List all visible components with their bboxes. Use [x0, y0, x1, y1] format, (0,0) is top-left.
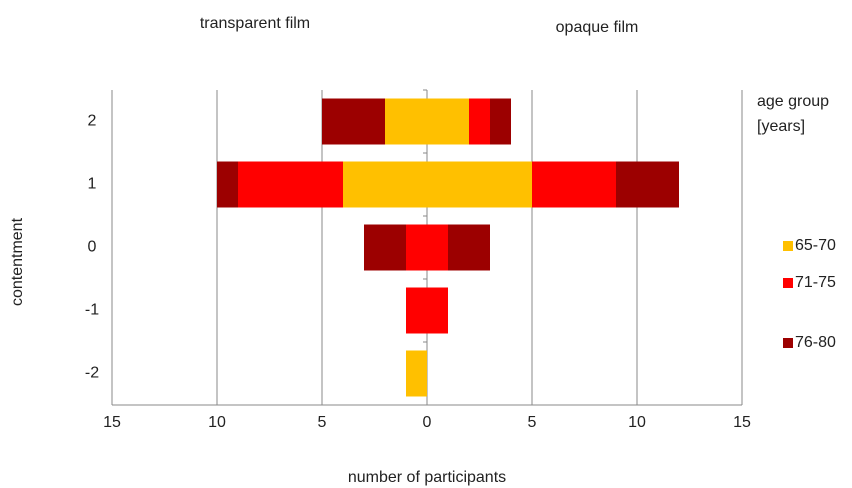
y-tick-label: 1: [88, 176, 97, 193]
bar: [406, 350, 427, 397]
bar: [616, 161, 679, 208]
x-axis-title: number of participants: [348, 469, 506, 486]
bar: [364, 224, 406, 271]
x-tick-label: 5: [528, 414, 537, 431]
bar: [490, 98, 511, 145]
bar: [406, 224, 427, 271]
bar: [385, 98, 427, 145]
x-tick-label: 0: [423, 414, 432, 431]
y-tick-label: -1: [85, 302, 99, 319]
bar: [427, 161, 532, 208]
bar: [238, 161, 343, 208]
x-tick-label: 5: [318, 414, 327, 431]
y-tick-label: 0: [88, 239, 97, 256]
bar: [469, 98, 490, 145]
bar: [343, 161, 427, 208]
x-tick-label: 15: [103, 414, 121, 431]
bar: [427, 98, 469, 145]
legend-label: 71-75: [795, 274, 836, 291]
x-tick-label: 10: [208, 414, 226, 431]
x-tick-label: 15: [733, 414, 751, 431]
legend-title: [years]: [757, 118, 805, 135]
side-title: opaque film: [556, 19, 639, 36]
side-title: transparent film: [200, 15, 310, 32]
legend-label: 65-70: [795, 237, 836, 254]
bar: [427, 287, 448, 334]
legend-swatch: [783, 278, 793, 288]
bar: [322, 98, 385, 145]
bar: [217, 161, 238, 208]
legend-swatch: [783, 338, 793, 348]
bar: [448, 224, 490, 271]
legend-swatch: [783, 241, 793, 251]
legend-label: 76-80: [795, 334, 836, 351]
legend-title: age group: [757, 93, 829, 110]
bar: [427, 224, 448, 271]
bar: [532, 161, 616, 208]
x-tick-label: 10: [628, 414, 646, 431]
y-axis-title: contentment: [9, 217, 26, 306]
bar: [406, 287, 427, 334]
y-tick-label: -2: [85, 365, 99, 382]
y-tick-label: 2: [88, 113, 97, 130]
